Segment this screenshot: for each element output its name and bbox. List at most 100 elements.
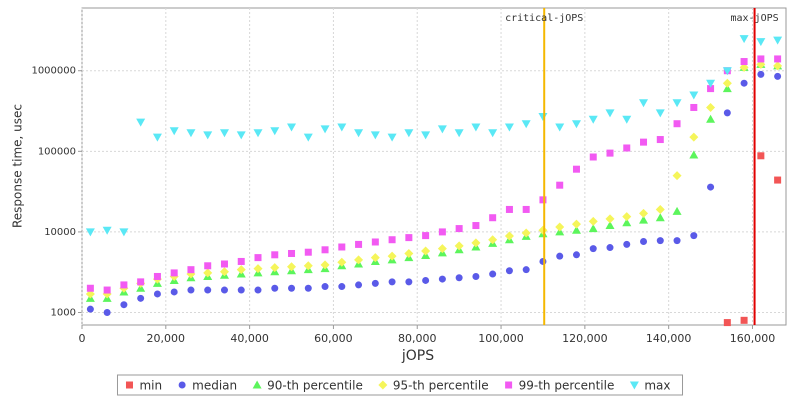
data-point (103, 286, 111, 294)
legend-marker (629, 381, 639, 390)
data-point (454, 129, 464, 138)
data-point (488, 129, 498, 138)
data-point (757, 70, 765, 78)
x-tick-label: 140,000 (646, 332, 692, 345)
data-point (437, 244, 447, 254)
data-point (237, 286, 245, 294)
data-point (739, 62, 749, 72)
data-point (521, 228, 531, 238)
data-point (288, 284, 296, 292)
x-tick-label: 60,000 (314, 332, 353, 345)
legend-item: median (178, 379, 237, 393)
data-point (672, 99, 682, 108)
data-point (337, 257, 347, 267)
data-point (556, 252, 564, 260)
legend-item: min (125, 379, 162, 393)
data-point (270, 263, 280, 273)
data-point (673, 120, 681, 128)
data-point (739, 35, 749, 44)
legend-label: median (192, 379, 237, 393)
data-point (707, 85, 715, 93)
data-point (137, 278, 145, 286)
y-tick-label: 1000 (51, 308, 76, 319)
data-point (756, 38, 766, 47)
x-tick-label: 100,000 (478, 332, 524, 345)
data-point (572, 165, 580, 173)
data-point (170, 269, 178, 277)
data-point (740, 58, 748, 66)
data-point (723, 109, 731, 117)
data-point (320, 125, 330, 134)
data-point (169, 127, 179, 136)
data-point (740, 79, 748, 87)
data-point (722, 67, 732, 76)
data-point (236, 265, 246, 275)
data-point (773, 61, 783, 71)
legend-label: max (644, 379, 670, 393)
legend-item: 95-th percentile (378, 379, 489, 393)
data-point (338, 283, 346, 291)
data-point (571, 225, 581, 234)
x-tick-label: 40,000 (230, 332, 269, 345)
data-point (86, 305, 94, 313)
data-point (103, 309, 111, 317)
data-point (253, 129, 263, 138)
data-point (354, 129, 364, 138)
y-tick-label: 100000 (38, 146, 76, 157)
x-tick-label: 0 (79, 332, 86, 345)
data-point (504, 123, 514, 132)
data-point (488, 235, 498, 245)
data-point (437, 125, 447, 134)
data-point (304, 284, 312, 292)
data-point (236, 131, 246, 140)
data-point (774, 176, 782, 184)
data-point (622, 115, 632, 124)
data-point (355, 240, 363, 248)
data-point (404, 248, 414, 258)
data-point (522, 205, 530, 213)
legend-marker (125, 381, 133, 389)
data-point (655, 213, 665, 222)
legend-box (116, 374, 684, 396)
data-point (571, 219, 581, 229)
data-point (136, 118, 146, 127)
x-tick-label: 80,000 (398, 332, 437, 345)
data-point (757, 55, 765, 63)
data-point (521, 120, 531, 129)
data-point (254, 254, 262, 262)
data-point (204, 286, 212, 294)
data-point (622, 218, 632, 227)
data-point (489, 214, 497, 222)
data-point (606, 244, 614, 252)
data-point (271, 284, 279, 292)
data-point (605, 221, 615, 230)
data-point (387, 133, 397, 142)
data-point (370, 253, 380, 263)
data-point (690, 232, 698, 240)
y-tick-label: 10000 (44, 227, 76, 238)
data-point (337, 123, 347, 132)
data-point (706, 102, 716, 112)
data-point (186, 129, 196, 138)
data-point (405, 234, 413, 242)
x-tick-label: 160,000 (730, 332, 776, 345)
legend-label: 99-th percentile (519, 379, 615, 393)
data-point (371, 279, 379, 287)
data-point (120, 301, 128, 309)
data-point (639, 215, 649, 224)
data-point (137, 294, 145, 302)
data-point (153, 290, 161, 298)
data-point (203, 268, 213, 278)
data-point (471, 123, 481, 132)
data-point (119, 228, 129, 237)
legend-marker (252, 380, 262, 389)
data-point (303, 261, 313, 271)
data-point (472, 272, 480, 280)
legend-item: 90-th percentile (252, 379, 363, 393)
data-point (689, 91, 699, 100)
data-point (689, 150, 699, 159)
data-point (589, 153, 597, 161)
data-point (421, 131, 431, 140)
data-point (320, 260, 330, 270)
